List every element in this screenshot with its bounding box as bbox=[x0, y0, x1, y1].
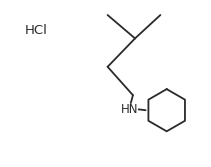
Text: HN: HN bbox=[121, 103, 138, 116]
Text: HCl: HCl bbox=[24, 24, 47, 37]
